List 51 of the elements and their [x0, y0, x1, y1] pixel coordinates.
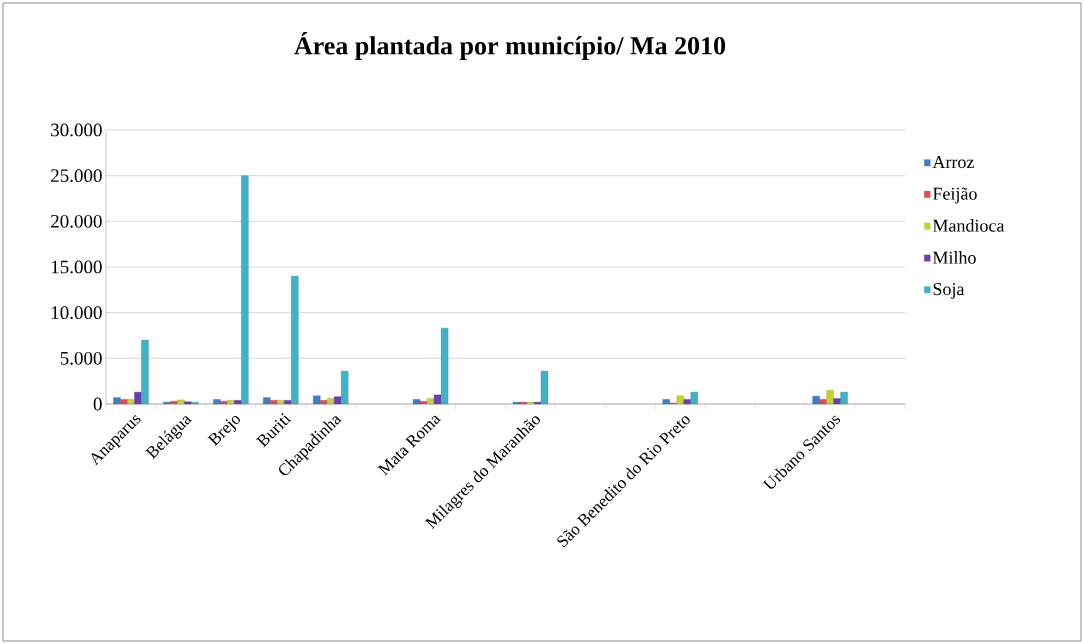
bar: [341, 370, 349, 405]
bar: [284, 400, 292, 405]
y-tick-label: 0: [93, 397, 102, 411]
legend-label: Feijão: [932, 187, 977, 204]
legend-label: Milho: [932, 251, 976, 264]
bar: [213, 399, 221, 405]
bar: [220, 401, 228, 405]
legend-label: Mandioca: [932, 219, 1005, 232]
bar: [683, 399, 691, 405]
bar: [833, 398, 841, 405]
bar: [270, 400, 278, 405]
bar: [426, 398, 435, 405]
bar: [412, 399, 421, 405]
bar: [141, 339, 149, 405]
bar: [676, 395, 684, 405]
bar: [662, 399, 670, 405]
bar: [313, 395, 321, 405]
y-tick-label: 10.000: [51, 306, 102, 320]
bar: [134, 391, 142, 405]
bar: [327, 398, 335, 405]
y-tick-label: 5.000: [60, 351, 102, 365]
y-tick-label: 30.000: [51, 123, 102, 137]
chart-title: Área plantada por município/ Ma 2010: [294, 32, 726, 60]
legend-label: Arroz: [932, 156, 974, 169]
bar: [184, 401, 192, 405]
bar: [840, 391, 848, 405]
bar: [334, 396, 342, 405]
bar: [433, 394, 442, 405]
bar: [234, 400, 242, 405]
bar: [812, 396, 820, 405]
bar: [127, 399, 135, 405]
bar: [291, 275, 299, 405]
bar: [170, 401, 178, 405]
y-tick-label: 15.000: [51, 260, 102, 274]
bar: [320, 400, 328, 405]
bar: [819, 399, 827, 405]
bar: [120, 399, 128, 405]
bar: [263, 397, 271, 405]
bar: [113, 397, 121, 405]
bar: [241, 175, 249, 405]
y-tick-label: 20.000: [51, 214, 102, 228]
bar: [419, 401, 428, 405]
bar: [540, 370, 549, 405]
bar: [177, 399, 185, 405]
legend-label: Soja: [933, 283, 965, 299]
bar: [826, 390, 834, 405]
y-tick-label: 25.000: [51, 169, 102, 183]
bar: [690, 391, 698, 405]
bar: [277, 400, 285, 405]
bar: [227, 400, 235, 405]
bar: [440, 328, 449, 405]
